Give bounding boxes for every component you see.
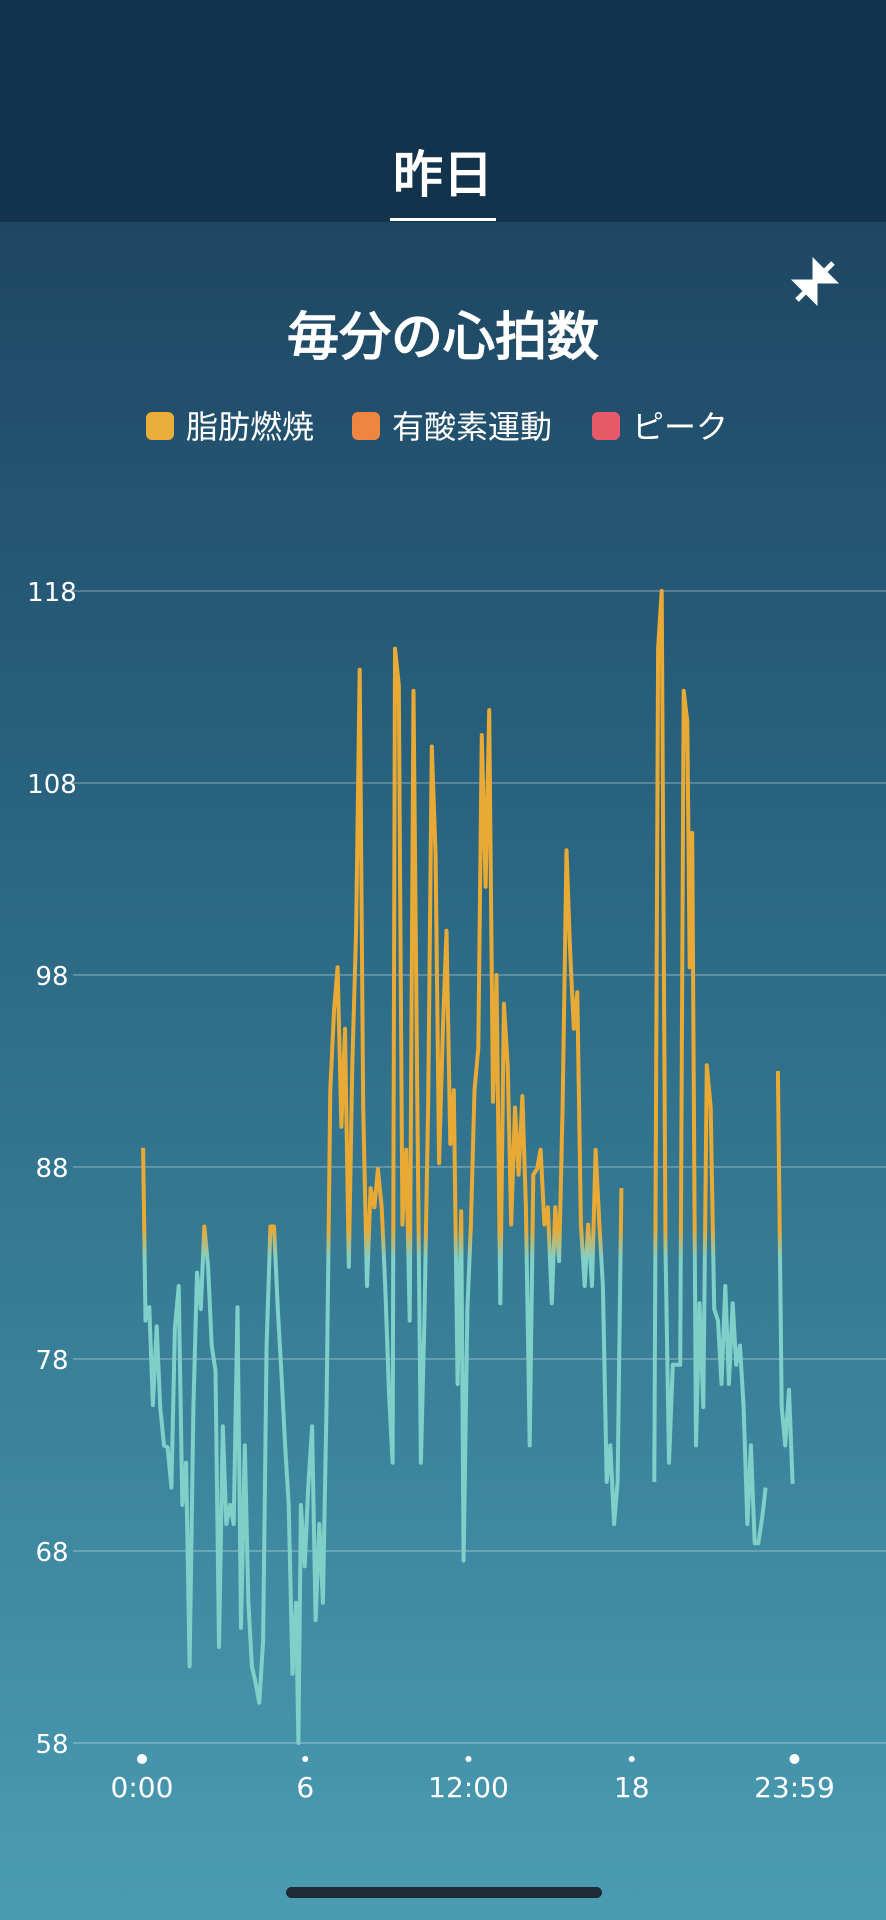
chart-title: 毎分の心拍数 — [287, 308, 599, 368]
x-tick-dot — [789, 1754, 800, 1764]
x-tick-label: 18 — [614, 1771, 650, 1804]
legend-label: ピーク — [632, 408, 728, 446]
y-tick-label: 118 — [27, 578, 77, 608]
legend-swatch — [146, 412, 174, 440]
legend: 脂肪燃焼 有酸素運動 ピーク — [146, 408, 728, 446]
home-indicator — [286, 1887, 602, 1898]
x-tick-label: 23:59 — [754, 1771, 835, 1804]
legend-swatch — [352, 412, 380, 440]
tab-label[interactable]: 昨日 — [393, 146, 493, 204]
x-tick-label: 0:00 — [111, 1771, 174, 1804]
y-tick-label: 108 — [27, 770, 77, 800]
collapse-icon[interactable] — [790, 256, 840, 307]
heart-rate-line — [141, 589, 795, 1745]
y-tick-label: 88 — [35, 1154, 68, 1184]
y-tick-label: 58 — [35, 1730, 68, 1760]
x-tick-dot — [137, 1754, 147, 1764]
legend-swatch — [592, 412, 620, 440]
y-tick-label: 78 — [35, 1346, 68, 1376]
legend-label: 有酸素運動 — [392, 408, 552, 446]
x-tick-label: 6 — [296, 1771, 314, 1804]
y-tick-label: 68 — [35, 1538, 68, 1568]
x-tick-dot — [465, 1756, 472, 1762]
x-tick-label: 12:00 — [428, 1771, 509, 1804]
x-tick-dot — [302, 1756, 309, 1762]
tab-underline — [390, 218, 496, 221]
legend-label: 脂肪燃焼 — [186, 408, 314, 446]
y-tick-label: 98 — [35, 962, 68, 992]
header-bar — [0, 0, 886, 222]
x-tick-dot — [628, 1756, 635, 1762]
